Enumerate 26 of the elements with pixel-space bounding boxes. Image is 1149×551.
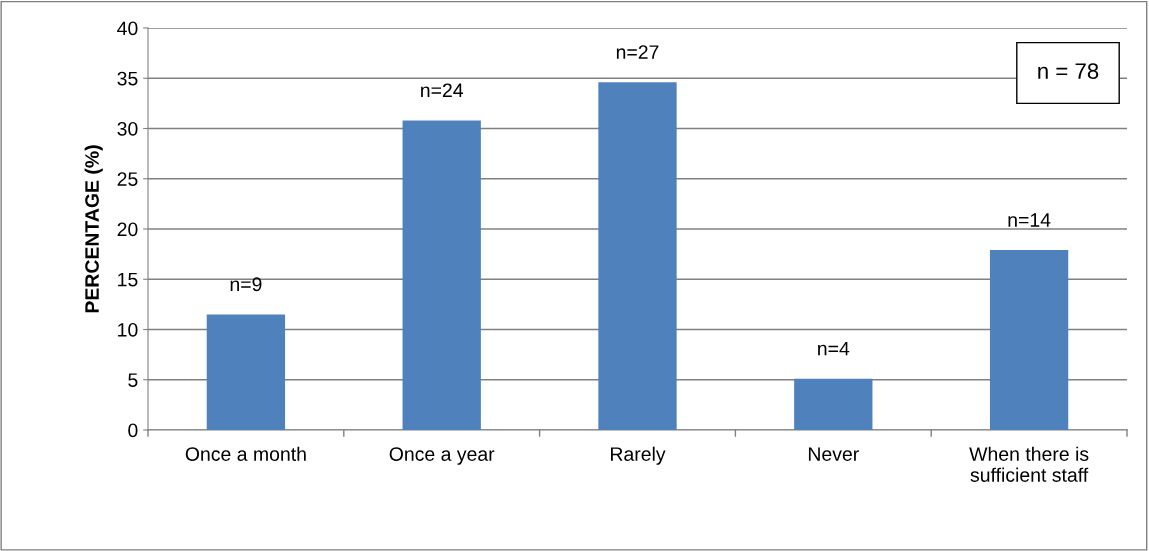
annotation: n=9 xyxy=(230,277,262,292)
x-tick-label: When there is sufficient staff xyxy=(969,446,1089,482)
y-tick-label: 0 xyxy=(128,423,138,438)
bar xyxy=(989,250,1069,430)
y-tick-label: 10 xyxy=(118,322,138,337)
annotation: n=4 xyxy=(818,341,850,356)
x-tick-label: Once a month xyxy=(185,446,306,461)
y-tick-label: 40 xyxy=(117,21,138,36)
annotation: n=27 xyxy=(616,45,659,59)
annotation: n = 78 xyxy=(1038,63,1099,79)
annotation: n=14 xyxy=(1008,213,1051,227)
x-tick-label: Rarely xyxy=(611,446,666,465)
bar xyxy=(598,82,677,430)
y-tick-label: 20 xyxy=(117,222,138,237)
y-tick-label: 30 xyxy=(117,121,138,136)
x-tick-label: Once a year xyxy=(389,447,495,465)
x-tick-label: Never xyxy=(808,447,859,461)
y-tick-label: 5 xyxy=(128,373,138,387)
bar xyxy=(794,378,873,430)
annotation: n=24 xyxy=(421,83,464,97)
bar xyxy=(206,314,286,430)
y-axis-title: PERCENTAGE (%) xyxy=(84,145,103,313)
y-tick-label: 35 xyxy=(117,71,138,86)
y-tick-label: 15 xyxy=(118,272,138,287)
bar xyxy=(402,120,481,430)
y-tick-label: 25 xyxy=(117,172,138,186)
